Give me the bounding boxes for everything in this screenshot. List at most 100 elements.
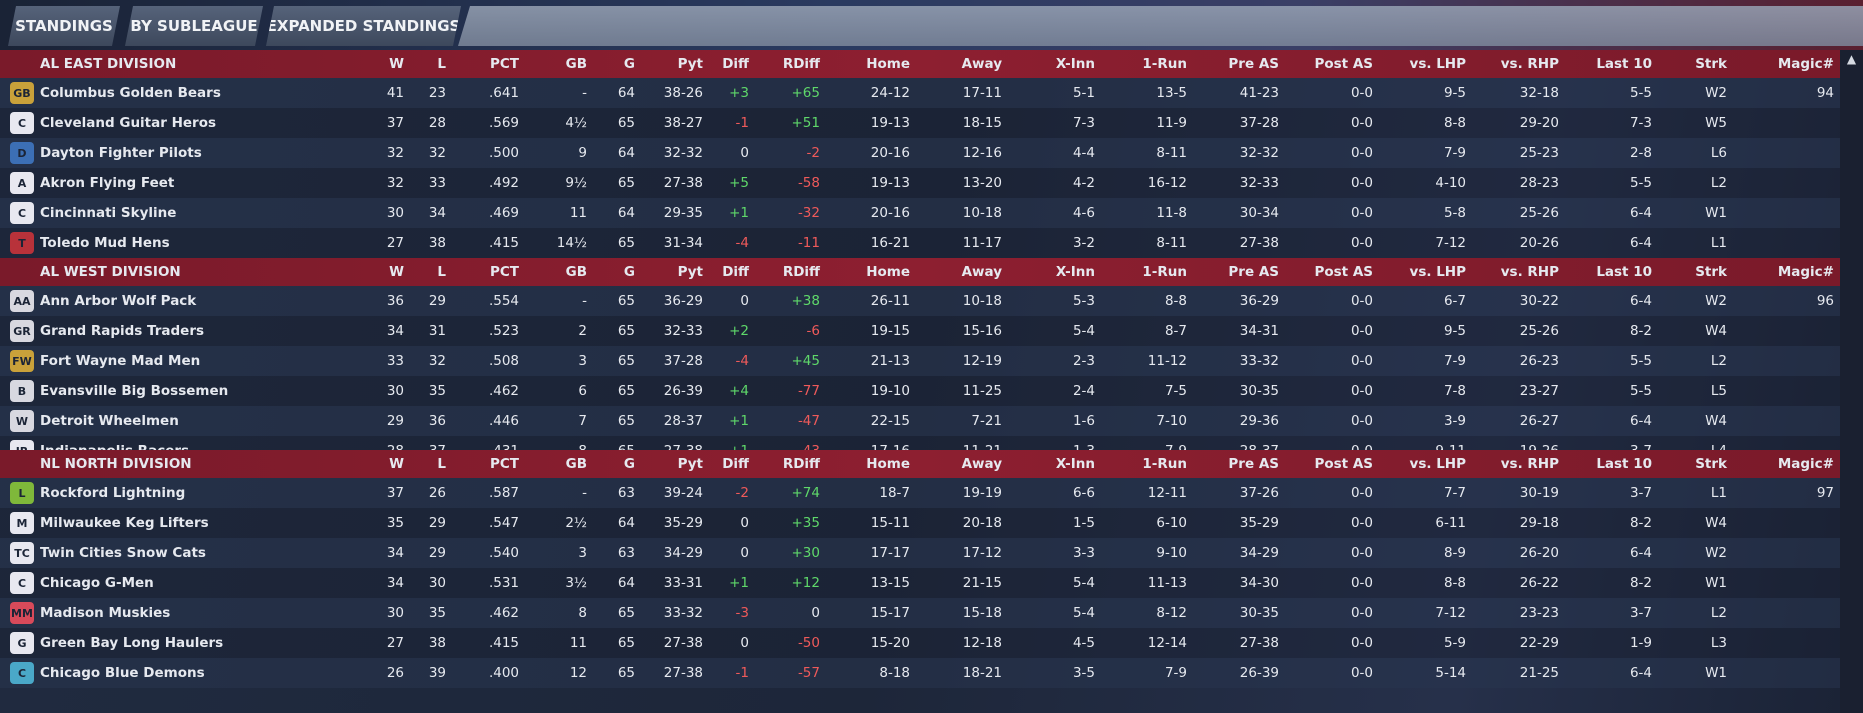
team-name[interactable]: Cleveland Guitar Heros: [40, 115, 217, 131]
column-header-l[interactable]: L: [437, 264, 446, 280]
column-header-pyt[interactable]: Pyt: [677, 264, 703, 280]
column-header-home[interactable]: Home: [866, 456, 910, 472]
team-name[interactable]: Chicago G-Men: [40, 575, 154, 591]
team-row[interactable]: GB Columbus Golden Bears 41 23 .641 - 64 38-26 +…: [0, 78, 1840, 108]
column-header-strk[interactable]: Strk: [1695, 264, 1727, 280]
column-header-rdiff[interactable]: RDiff: [782, 456, 820, 472]
scrollbar[interactable]: [1840, 50, 1863, 713]
column-header-pyt[interactable]: Pyt: [677, 56, 703, 72]
column-header-magic[interactable]: Magic#: [1777, 264, 1834, 280]
column-header-magic[interactable]: Magic#: [1777, 56, 1834, 72]
team-name[interactable]: Toledo Mud Hens: [40, 235, 170, 251]
column-header-pct[interactable]: PCT: [489, 264, 519, 280]
column-header-diff[interactable]: Diff: [722, 456, 749, 472]
team-name[interactable]: Green Bay Long Haulers: [40, 635, 224, 651]
team-name[interactable]: Akron Flying Feet: [40, 175, 175, 191]
team-row[interactable]: L Rockford Lightning 37 26 .587 - 63 39-24 -2 +74…: [0, 478, 1840, 508]
team-row[interactable]: A Akron Flying Feet 32 33 .492 9½ 65 27-38 +5 -58…: [0, 168, 1840, 198]
tab-standings[interactable]: STANDINGS: [8, 6, 120, 46]
column-header-strk[interactable]: Strk: [1695, 56, 1727, 72]
team-name[interactable]: Milwaukee Keg Lifters: [40, 515, 209, 531]
team-row[interactable]: C Chicago Blue Demons 26 39 .400 12 65 27-38 -1 -…: [0, 658, 1840, 688]
team-name[interactable]: Cincinnati Skyline: [40, 205, 177, 221]
column-header-x-inn[interactable]: X-Inn: [1055, 56, 1095, 72]
column-header-home[interactable]: Home: [866, 56, 910, 72]
column-header-post-as[interactable]: Post AS: [1314, 56, 1373, 72]
team-row[interactable]: C Cincinnati Skyline 30 34 .469 11 64 29-35 +1 -3…: [0, 198, 1840, 228]
column-header-g[interactable]: G: [623, 456, 635, 472]
scroll-up-icon[interactable]: ▲: [1846, 52, 1857, 66]
column-header-one-run[interactable]: 1-Run: [1142, 264, 1187, 280]
column-header-x-inn[interactable]: X-Inn: [1055, 456, 1095, 472]
column-header-diff[interactable]: Diff: [722, 264, 749, 280]
column-header-away[interactable]: Away: [961, 264, 1002, 280]
column-header-l[interactable]: L: [437, 56, 446, 72]
team-row[interactable]: T Toledo Mud Hens 27 38 .415 14½ 65 31-34 -4 -11 1…: [0, 228, 1840, 258]
team-row[interactable]: W Detroit Wheelmen 29 36 .446 7 65 28-37 +1 -47 22…: [0, 406, 1840, 436]
team-row[interactable]: TC Twin Cities Snow Cats 34 29 .540 3 63 34-29 0…: [0, 538, 1840, 568]
team-name[interactable]: Evansville Big Bossemen: [40, 383, 229, 399]
column-header-pct[interactable]: PCT: [489, 456, 519, 472]
team-row[interactable]: B Evansville Big Bossemen 30 35 .462 6 65 26-39…: [0, 376, 1840, 406]
column-header-magic[interactable]: Magic#: [1777, 456, 1834, 472]
team-row[interactable]: G Green Bay Long Haulers 27 38 .415 11 65 27-38…: [0, 628, 1840, 658]
team-row[interactable]: MM Madison Muskies 30 35 .462 8 65 33-32 -3 0 15-1…: [0, 598, 1840, 628]
column-header-last-10[interactable]: Last 10: [1596, 56, 1652, 72]
column-header-w[interactable]: W: [389, 56, 404, 72]
team-name[interactable]: Madison Muskies: [40, 605, 171, 621]
team-row[interactable]: AA Ann Arbor Wolf Pack 36 29 .554 - 65 36-29 0 +3…: [0, 286, 1840, 316]
column-header-vs-lhp[interactable]: vs. LHP: [1409, 264, 1466, 280]
column-header-vs-lhp[interactable]: vs. LHP: [1409, 456, 1466, 472]
team-row[interactable]: C Cleveland Guitar Heros 37 28 .569 4½ 65 38-27…: [0, 108, 1840, 138]
team-name[interactable]: Dayton Fighter Pilots: [40, 145, 202, 161]
team-row[interactable]: FW Fort Wayne Mad Men 33 32 .508 3 65 37-28 -4 +4…: [0, 346, 1840, 376]
column-header-g[interactable]: G: [623, 264, 635, 280]
column-header-rdiff[interactable]: RDiff: [782, 56, 820, 72]
column-header-g[interactable]: G: [623, 56, 635, 72]
column-header-one-run[interactable]: 1-Run: [1142, 456, 1187, 472]
cell-away: 11-25: [962, 383, 1002, 399]
cell-gb: 9½: [565, 175, 587, 191]
team-name[interactable]: Chicago Blue Demons: [40, 665, 205, 681]
team-name[interactable]: Fort Wayne Mad Men: [40, 353, 201, 369]
column-header-vs-rhp[interactable]: vs. RHP: [1500, 264, 1559, 280]
column-header-pyt[interactable]: Pyt: [677, 456, 703, 472]
column-header-vs-rhp[interactable]: vs. RHP: [1500, 456, 1559, 472]
team-name[interactable]: Columbus Golden Bears: [40, 85, 221, 101]
column-header-last-10[interactable]: Last 10: [1596, 264, 1652, 280]
team-row[interactable]: M Milwaukee Keg Lifters 35 29 .547 2½ 64 35-29 0…: [0, 508, 1840, 538]
column-header-rdiff[interactable]: RDiff: [782, 264, 820, 280]
column-header-home[interactable]: Home: [866, 264, 910, 280]
column-header-post-as[interactable]: Post AS: [1314, 264, 1373, 280]
column-header-vs-lhp[interactable]: vs. LHP: [1409, 56, 1466, 72]
column-header-away[interactable]: Away: [961, 456, 1002, 472]
tab-by-subleague[interactable]: BY SUBLEAGUE: [125, 6, 263, 46]
column-header-away[interactable]: Away: [961, 56, 1002, 72]
column-header-pct[interactable]: PCT: [489, 56, 519, 72]
team-row[interactable]: C Chicago G-Men 34 30 .531 3½ 64 33-31 +1 +12 13-1…: [0, 568, 1840, 598]
team-name[interactable]: Ann Arbor Wolf Pack: [40, 293, 197, 309]
column-header-one-run[interactable]: 1-Run: [1142, 56, 1187, 72]
column-header-gb[interactable]: GB: [565, 456, 587, 472]
column-header-w[interactable]: W: [389, 264, 404, 280]
column-header-last-10[interactable]: Last 10: [1596, 456, 1652, 472]
team-row[interactable]: D Dayton Fighter Pilots 32 32.500 9 64 32-32 0-…: [0, 138, 1840, 168]
column-header-post-as[interactable]: Post AS: [1314, 456, 1373, 472]
column-header-x-inn[interactable]: X-Inn: [1055, 264, 1095, 280]
column-header-gb[interactable]: GB: [565, 56, 587, 72]
column-header-w[interactable]: W: [389, 456, 404, 472]
team-name[interactable]: Twin Cities Snow Cats: [40, 545, 206, 561]
column-header-pre-as[interactable]: Pre AS: [1228, 456, 1279, 472]
team-name[interactable]: Detroit Wheelmen: [40, 413, 179, 429]
tab-expanded-standings[interactable]: EXPANDED STANDINGS: [266, 6, 461, 46]
team-name[interactable]: Rockford Lightning: [40, 485, 186, 501]
column-header-l[interactable]: L: [437, 456, 446, 472]
column-header-diff[interactable]: Diff: [722, 56, 749, 72]
column-header-pre-as[interactable]: Pre AS: [1228, 56, 1279, 72]
column-header-strk[interactable]: Strk: [1695, 456, 1727, 472]
team-row[interactable]: GR Grand Rapids Traders 34 31 .523 2 65 32-33 +2…: [0, 316, 1840, 346]
column-header-pre-as[interactable]: Pre AS: [1228, 264, 1279, 280]
team-name[interactable]: Grand Rapids Traders: [40, 323, 205, 339]
column-header-gb[interactable]: GB: [565, 264, 587, 280]
column-header-vs-rhp[interactable]: vs. RHP: [1500, 56, 1559, 72]
